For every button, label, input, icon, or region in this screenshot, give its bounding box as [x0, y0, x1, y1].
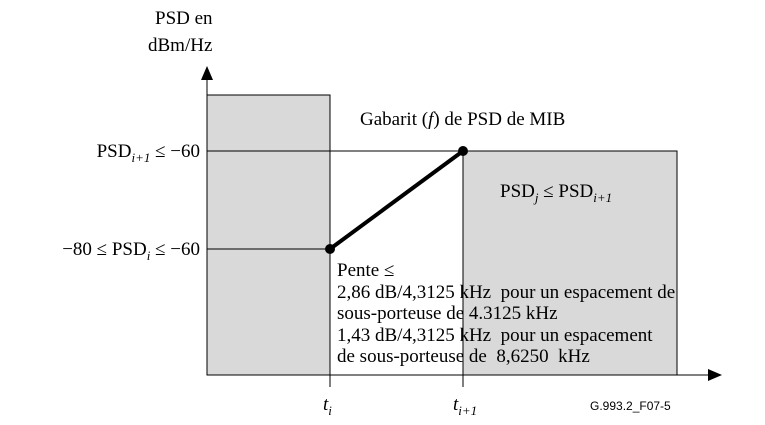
right-region: [462, 150, 678, 376]
slope-note: de sous-porteuse de 8,6250 kHz: [337, 346, 590, 367]
upper-level-label: PSDi+1 ≤ −60: [97, 141, 200, 165]
y-axis-label: dBm/Hz: [148, 35, 212, 56]
y-axis-arrow: [201, 66, 213, 80]
slope-note: 2,86 dB/4,3125 kHz pour un espacement de: [337, 282, 675, 303]
mask-title: Gabarit (f) de PSD de MIB: [360, 109, 565, 130]
point: [325, 244, 335, 254]
slope-line: [328, 149, 465, 251]
point: [458, 146, 468, 156]
slope-note: 1,43 dB/4,3125 kHz pour un espacement: [337, 325, 653, 346]
x-mark: ti+1: [453, 394, 477, 418]
x-mark: ti: [323, 394, 332, 418]
x-axis-arrow: [708, 369, 722, 381]
left-region: [206, 94, 331, 376]
lower-level-label: −80 ≤ PSDi ≤ −60: [62, 239, 200, 263]
y-axis-label: PSD en: [155, 8, 213, 29]
slope-note: sous-porteuse de 4.3125 kHz: [337, 303, 558, 324]
right-region-label: PSDj ≤ PSDi+1: [500, 181, 612, 205]
figure-id: G.993.2_F07-5: [590, 399, 671, 413]
slope-note: Pente ≤: [337, 260, 394, 281]
